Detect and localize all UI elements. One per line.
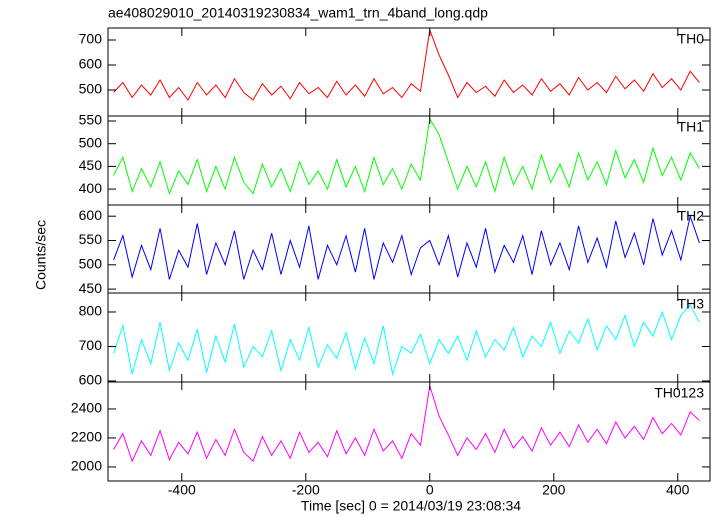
series-label: TH0 [678, 31, 705, 47]
y-tick-label: 2400 [71, 400, 102, 416]
panel-frame [107, 115, 711, 206]
series-line [113, 28, 700, 101]
y-tick-label: 600 [79, 207, 103, 223]
y-tick-label: 450 [79, 280, 103, 296]
x-tick-label: 400 [666, 482, 690, 498]
x-axis-label: Time [sec] 0 = 2014/03/19 23:08:34 [301, 498, 521, 514]
y-tick-label: 400 [79, 180, 103, 196]
series-line [113, 385, 700, 463]
y-tick-label: 2200 [71, 429, 102, 445]
y-tick-label: 800 [79, 303, 103, 319]
panel-frame [107, 381, 711, 482]
y-tick-label: 600 [79, 372, 103, 388]
y-tick-label: 700 [79, 337, 103, 353]
x-tick-label: -200 [292, 482, 320, 498]
y-tick-label: 700 [79, 31, 103, 47]
y-tick-label: 500 [79, 134, 103, 150]
y-tick-label: 600 [79, 56, 103, 72]
y-tick-label: 2000 [71, 458, 102, 474]
y-tick-label: 550 [79, 231, 103, 247]
chart-title: ae408029010_20140319230834_wam1_trn_4ban… [108, 5, 488, 21]
y-tick-label: 450 [79, 157, 103, 173]
x-tick-label: -400 [168, 482, 196, 498]
x-tick-label: 0 [426, 482, 434, 498]
series-line [113, 117, 700, 196]
panel-frame [107, 292, 711, 383]
series-label: TH0123 [654, 385, 704, 401]
y-axis-label: Counts/sec [33, 220, 49, 290]
panel-frame [107, 27, 711, 117]
panel-frame [107, 204, 711, 294]
y-tick-label: 550 [79, 112, 103, 128]
y-tick-label: 500 [79, 81, 103, 97]
y-tick-label: 500 [79, 256, 103, 272]
series-label: TH3 [678, 296, 705, 312]
series-label: TH2 [678, 208, 705, 224]
series-label: TH1 [678, 119, 705, 135]
series-line [113, 304, 700, 377]
series-line [113, 214, 700, 280]
x-tick-label: 200 [542, 482, 566, 498]
